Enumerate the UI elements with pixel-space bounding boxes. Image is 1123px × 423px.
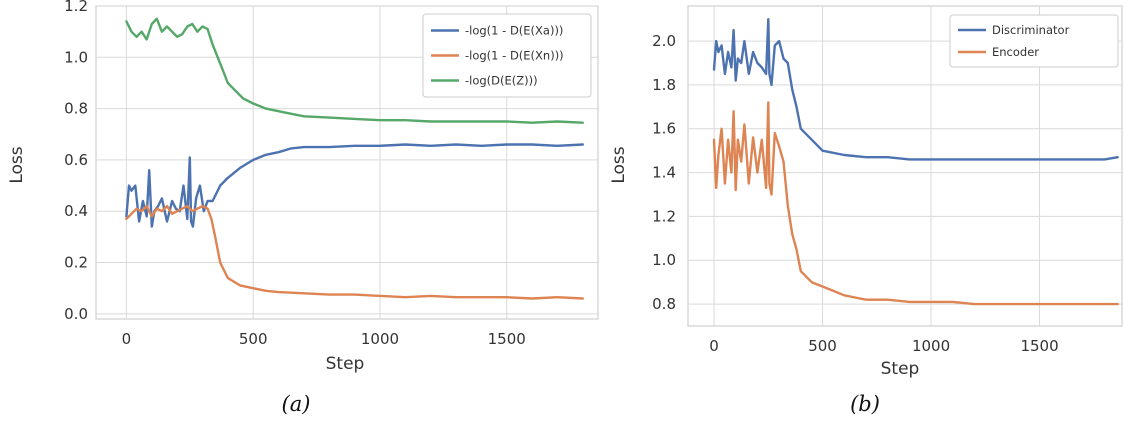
legend-a: -log(1 - D(E(Xa))) -log(1 - D(E(Xn))) -log… <box>422 13 592 98</box>
x-tick-label: 0 <box>709 337 719 355</box>
y-axis-label-a: Loss <box>7 146 27 183</box>
x-axis-label-b: Step <box>881 359 920 379</box>
x-axis-label-a: Step <box>326 354 365 374</box>
legend-label: -log(1 - D(E(Xa))) <box>465 24 563 38</box>
y-tick-label: 1.2 <box>64 0 88 15</box>
y-tick-label: 1.0 <box>64 48 88 66</box>
x-tick-label: 500 <box>239 330 268 348</box>
x-tick-label: 1500 <box>488 330 526 348</box>
x-tick-label: 1000 <box>912 337 950 355</box>
x-tick-label: 0 <box>122 330 132 348</box>
y-tick-label: 0.0 <box>64 305 88 323</box>
series-line-3 <box>125 17 584 124</box>
y-tick-label: 1.4 <box>652 164 676 182</box>
legend-label: Encoder <box>992 45 1039 59</box>
x-tick-label: 500 <box>808 337 837 355</box>
y-tick-label: 0.4 <box>64 202 88 220</box>
panel-caption-b: (b) <box>850 392 880 416</box>
y-tick-label: 0.6 <box>64 151 88 169</box>
series-line-1 <box>712 18 1119 161</box>
y-tick-label: 0.8 <box>652 295 676 313</box>
y-tick-label: 1.6 <box>652 120 676 138</box>
legend-box <box>422 13 592 98</box>
series-line-1 <box>125 143 584 228</box>
panel-caption-a: (a) <box>282 392 311 416</box>
panel-a: 0 500 1000 1500 0.0 0.2 0.4 0.6 0.8 1.0 1.2 -log(1… <box>7 0 599 416</box>
y-tick-label: 1.8 <box>652 76 676 94</box>
panel-b: 0 500 1000 1500 0.8 1.0 1.2 1.4 1.6 1.8 2.0 Discri… <box>609 5 1123 416</box>
legend-label: -log(1 - D(E(Xn))) <box>465 49 564 63</box>
y-tick-label: 1.2 <box>652 207 676 225</box>
y-tick-label: 0.2 <box>64 254 88 272</box>
legend-label: Discriminator <box>992 23 1070 37</box>
legend-box <box>949 14 1119 68</box>
y-tick-label: 1.0 <box>652 251 676 269</box>
x-tick-label: 1000 <box>361 330 399 348</box>
y-axis-label-b: Loss <box>609 146 629 183</box>
series-line-2 <box>125 204 584 300</box>
y-tick-label: 2.0 <box>652 32 676 50</box>
legend-b: Discriminator Encoder <box>949 14 1119 68</box>
y-tick-label: 0.8 <box>64 100 88 118</box>
series-line-2 <box>712 101 1119 306</box>
legend-label: -log(D(E(Z))) <box>465 74 538 88</box>
x-tick-label: 1500 <box>1020 337 1058 355</box>
